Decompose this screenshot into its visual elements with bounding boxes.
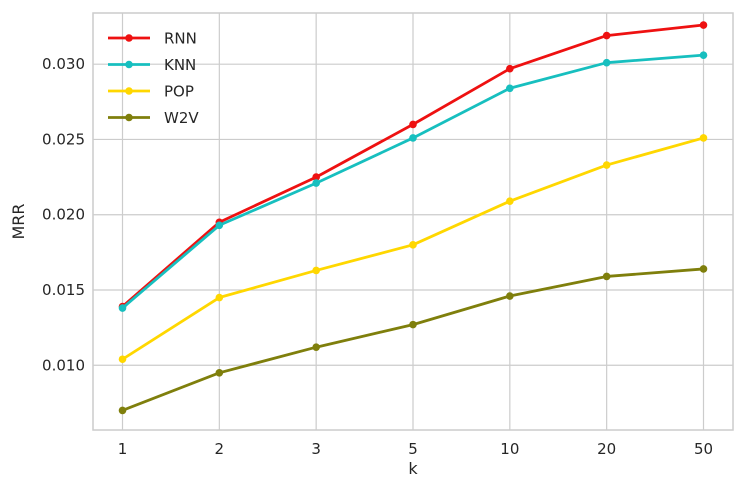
data-point-pop xyxy=(215,293,224,302)
x-tick-label: 2 xyxy=(215,440,225,458)
legend-label: POP xyxy=(164,83,194,101)
legend-swatch-marker xyxy=(125,87,133,95)
data-point-pop xyxy=(409,241,417,249)
legend-item-rnn: RNN xyxy=(108,30,197,48)
data-point-rnn xyxy=(506,64,514,73)
x-tick-label: 20 xyxy=(597,440,616,458)
legend-swatch-marker xyxy=(125,60,133,69)
x-axis-label: k xyxy=(408,459,418,478)
data-point-w2v xyxy=(699,265,708,273)
x-tick-label: 10 xyxy=(500,440,519,458)
data-point-knn xyxy=(602,58,611,67)
plot-frame xyxy=(92,12,734,431)
legend-item-pop: POP xyxy=(108,83,194,101)
data-point-rnn xyxy=(312,173,320,181)
grid-lines xyxy=(93,13,733,430)
legend-swatch-marker xyxy=(125,34,133,42)
x-tick-label: 5 xyxy=(408,440,418,458)
data-point-knn xyxy=(699,51,708,59)
series-w2v xyxy=(118,265,708,415)
data-point-w2v xyxy=(506,292,514,300)
y-axis-ticks: 0.010 0.015 0.020 0.025 0.030 xyxy=(42,55,85,374)
y-tick-label: 0.015 xyxy=(42,281,85,299)
x-tick-label: 1 xyxy=(118,440,128,458)
legend-label: W2V xyxy=(164,109,199,127)
y-tick-label: 0.010 xyxy=(42,356,85,374)
y-tick-label: 0.020 xyxy=(42,206,85,224)
legend-label: KNN xyxy=(164,56,196,74)
legend-label: RNN xyxy=(164,30,197,48)
data-point-rnn xyxy=(602,31,611,40)
data-point-knn xyxy=(215,221,224,230)
y-tick-label: 0.030 xyxy=(42,55,85,73)
x-tick-label: 50 xyxy=(694,440,713,458)
data-point-pop xyxy=(506,197,514,205)
data-point-knn xyxy=(312,179,320,187)
legend-swatch-marker xyxy=(125,113,133,122)
data-point-pop xyxy=(118,355,127,364)
data-point-w2v xyxy=(312,343,320,352)
data-point-knn xyxy=(506,84,514,93)
data-point-w2v xyxy=(118,406,127,415)
legend-item-w2v: W2V xyxy=(108,109,199,127)
y-axis-label: MRR xyxy=(9,203,28,239)
series-pop xyxy=(118,134,708,364)
data-point-w2v xyxy=(409,320,417,329)
data-point-rnn xyxy=(699,21,708,29)
data-point-pop xyxy=(602,161,611,169)
data-point-pop xyxy=(312,266,320,275)
data-point-knn xyxy=(409,134,417,142)
series-knn xyxy=(118,51,708,312)
data-point-w2v xyxy=(602,272,611,281)
data-point-knn xyxy=(118,304,127,312)
legend: RNN KNN POP W2V xyxy=(108,30,199,127)
x-axis-ticks: 1 2 3 5 10 20 50 xyxy=(118,440,713,458)
data-point-pop xyxy=(699,134,708,142)
data-point-rnn xyxy=(409,120,417,129)
data-point-w2v xyxy=(215,368,224,377)
x-tick-label: 3 xyxy=(311,440,321,458)
y-tick-label: 0.025 xyxy=(42,130,85,148)
legend-item-knn: KNN xyxy=(108,56,196,74)
series-group xyxy=(118,21,708,415)
